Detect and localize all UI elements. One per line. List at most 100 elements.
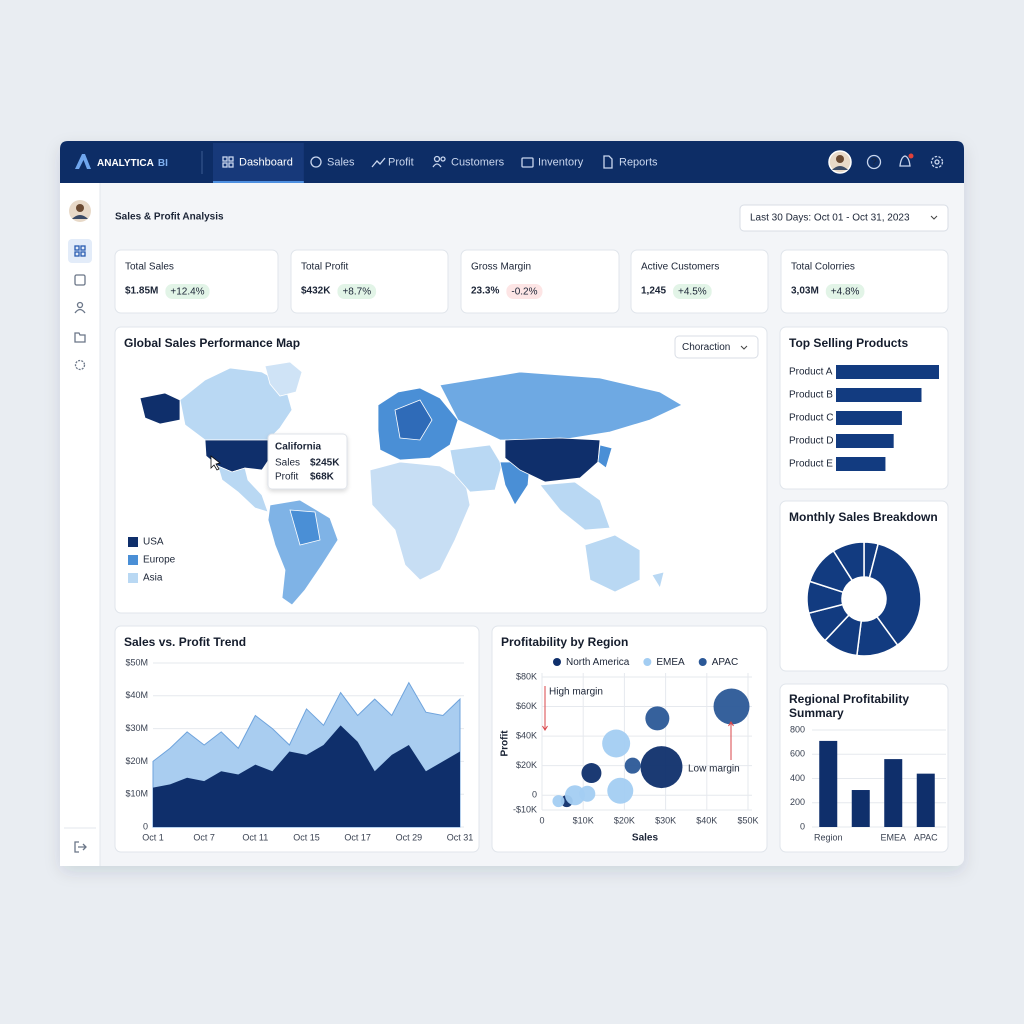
icon-reports[interactable] bbox=[74, 274, 86, 286]
x-tick-label: APAC bbox=[914, 832, 938, 842]
brand: ANALYTICA BI bbox=[97, 158, 168, 169]
bubble bbox=[552, 795, 565, 808]
nav-active-bg bbox=[213, 143, 304, 183]
bubble bbox=[564, 785, 585, 806]
bar bbox=[916, 773, 935, 827]
icon-folder[interactable] bbox=[74, 332, 86, 343]
y-tick-label: $20M bbox=[125, 756, 148, 766]
x-tick-label: Region bbox=[814, 832, 843, 842]
australia bbox=[584, 534, 641, 593]
area bbox=[153, 725, 460, 827]
tooltip-value: $68K bbox=[310, 472, 335, 483]
y-tick-label: $60K bbox=[516, 701, 537, 711]
icon-grid[interactable] bbox=[74, 251, 80, 257]
middle-east bbox=[449, 444, 503, 493]
icon-grid[interactable] bbox=[80, 245, 86, 251]
map-title: Global Sales Performance Map bbox=[124, 336, 300, 350]
sidebar-icons bbox=[64, 245, 96, 853]
help-icon[interactable] bbox=[866, 154, 882, 170]
icon-user[interactable] bbox=[74, 308, 86, 314]
arrow-head bbox=[728, 721, 734, 727]
bar bbox=[851, 790, 870, 827]
nav-item[interactable]: Sales bbox=[327, 156, 355, 168]
bubble bbox=[624, 757, 641, 774]
avatar-head bbox=[76, 204, 84, 212]
nav-item[interactable]: Inventory bbox=[538, 156, 584, 168]
y-tick-label: $20K bbox=[516, 760, 537, 770]
map-dropdown[interactable] bbox=[674, 335, 759, 359]
icon-settings[interactable] bbox=[74, 359, 86, 371]
brand-name: ANALYTICA bbox=[97, 158, 154, 169]
x-tick-label: Oct 31 bbox=[447, 832, 474, 842]
y-tick-label: $80K bbox=[516, 671, 537, 681]
legend-swatch bbox=[128, 537, 138, 547]
y-tick-label: 400 bbox=[790, 773, 805, 783]
tooltip-value: $245K bbox=[310, 458, 340, 469]
kpi-change: +12.4% bbox=[170, 287, 204, 298]
icon-user[interactable] bbox=[76, 301, 84, 309]
nav-item[interactable]: Reports bbox=[619, 156, 658, 168]
settings-icon-center bbox=[934, 159, 940, 165]
bubble bbox=[581, 763, 602, 784]
x-tick-label: EMEA bbox=[880, 832, 906, 842]
kpi-value: 1,245 bbox=[641, 286, 666, 297]
brand-suffix: BI bbox=[158, 158, 168, 169]
bubble bbox=[640, 746, 683, 789]
nav-item[interactable]: Customers bbox=[451, 156, 505, 168]
legend-label: North America bbox=[566, 657, 630, 668]
y-tick-label: $30M bbox=[125, 723, 148, 733]
chart-title: Sales vs. Profit Trend bbox=[124, 635, 246, 649]
bar bbox=[836, 411, 902, 425]
central-europe bbox=[394, 399, 433, 441]
avatar-body bbox=[72, 215, 88, 219]
sidebar-active bbox=[68, 239, 92, 263]
legend-label: Europe bbox=[143, 555, 176, 566]
china bbox=[504, 437, 601, 483]
icon-dashboard bbox=[222, 162, 228, 168]
kpi-change: +4.8% bbox=[831, 287, 860, 298]
kpi-value: 23.3% bbox=[471, 286, 499, 297]
date-filter-label[interactable]: Last 30 Days: Oct 01 - Oct 31, 2023 bbox=[750, 213, 910, 224]
chevron bbox=[740, 345, 748, 350]
legend-dot bbox=[698, 658, 707, 666]
cursor bbox=[210, 455, 221, 471]
nav-item[interactable]: Profit bbox=[388, 156, 414, 168]
icon-customers bbox=[433, 155, 441, 163]
x-tick-label: Oct 11 bbox=[242, 832, 268, 842]
kpi-label: Gross Margin bbox=[471, 262, 531, 273]
nav-underline bbox=[213, 181, 304, 183]
kpi-card bbox=[460, 249, 620, 314]
kpi-label: Total Profit bbox=[301, 262, 348, 273]
icon-sales bbox=[310, 156, 322, 168]
y-tick-label: $40K bbox=[516, 730, 537, 740]
nav-items: Dashboard Sales Profit Customers Inventory Re… bbox=[239, 156, 658, 168]
x-axis-label: Sales bbox=[632, 833, 659, 844]
tooltip-label: Profit bbox=[275, 472, 299, 483]
y-tick-label: $40M bbox=[125, 690, 148, 700]
bubble bbox=[713, 688, 750, 725]
icon-logout[interactable] bbox=[74, 841, 87, 853]
kpi-change-pill bbox=[506, 284, 543, 299]
tooltip-title: California bbox=[275, 442, 322, 453]
icon-grid[interactable] bbox=[80, 251, 86, 257]
x-tick-label: $50K bbox=[737, 815, 758, 825]
icon-profit bbox=[371, 157, 386, 168]
y-tick-label: $50M bbox=[125, 657, 148, 667]
y-tick-label: 800 bbox=[790, 724, 805, 734]
icon-grid[interactable] bbox=[74, 245, 80, 251]
bell-icon[interactable] bbox=[899, 155, 911, 167]
map-dropdown-label[interactable]: Choraction bbox=[682, 342, 730, 353]
settings-icon[interactable] bbox=[930, 155, 944, 169]
category-label: Product D bbox=[789, 436, 833, 447]
nav-item[interactable]: Dashboard bbox=[239, 156, 293, 168]
x-tick-label: Oct 1 bbox=[142, 832, 164, 842]
world-map bbox=[139, 361, 683, 606]
date-filter[interactable] bbox=[739, 204, 949, 232]
kpi-card bbox=[780, 249, 949, 314]
kpi-change-pill bbox=[165, 284, 210, 299]
arrow-head bbox=[542, 725, 548, 731]
notification-dot bbox=[908, 153, 914, 159]
chevron bbox=[930, 215, 938, 220]
